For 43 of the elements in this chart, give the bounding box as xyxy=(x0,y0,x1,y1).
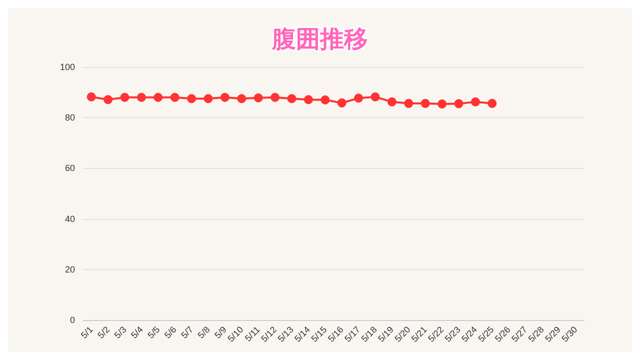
point xyxy=(270,92,280,102)
point xyxy=(187,94,196,104)
x-tick-label: 5/4 xyxy=(129,324,145,340)
y-tick-label: 60 xyxy=(64,163,75,174)
point xyxy=(454,99,464,108)
x-tick-label: 5/21 xyxy=(409,324,429,344)
y-tick-label: 100 xyxy=(60,62,75,72)
point xyxy=(404,98,414,108)
point xyxy=(237,94,246,104)
y-tick-label: 40 xyxy=(64,214,75,224)
x-tick-label: 5/6 xyxy=(162,324,178,340)
point xyxy=(420,98,430,108)
x-tick-label: 5/5 xyxy=(146,324,162,340)
y-tick-label: 0 xyxy=(70,315,75,325)
y-tick-label: 20 xyxy=(64,264,75,274)
point xyxy=(304,95,313,104)
point xyxy=(254,93,263,102)
x-tick-label: 5/1 xyxy=(78,324,95,340)
point xyxy=(488,98,497,108)
point xyxy=(438,99,447,108)
point xyxy=(220,92,230,102)
point xyxy=(104,95,113,104)
point xyxy=(370,92,380,102)
point xyxy=(387,97,396,106)
point xyxy=(136,92,146,102)
x-tick-label: 5/9 xyxy=(212,324,228,340)
x-tick-label: 5/8 xyxy=(196,324,212,340)
point xyxy=(204,94,213,104)
point xyxy=(86,92,96,102)
point xyxy=(354,94,364,103)
point xyxy=(170,92,180,102)
point xyxy=(337,98,346,108)
point xyxy=(287,94,296,104)
x-tick-label: 5/2 xyxy=(96,324,112,340)
x-tick-label: 5/7 xyxy=(179,324,196,340)
point xyxy=(154,92,163,102)
x-tick-label: 5/3 xyxy=(112,324,128,340)
y-tick-label: 80 xyxy=(64,112,75,123)
point xyxy=(120,92,130,102)
point xyxy=(320,95,330,104)
chart-title: 腹囲推移 xyxy=(271,25,368,53)
x-tick-label: 5/11 xyxy=(242,324,262,344)
point xyxy=(470,97,480,106)
